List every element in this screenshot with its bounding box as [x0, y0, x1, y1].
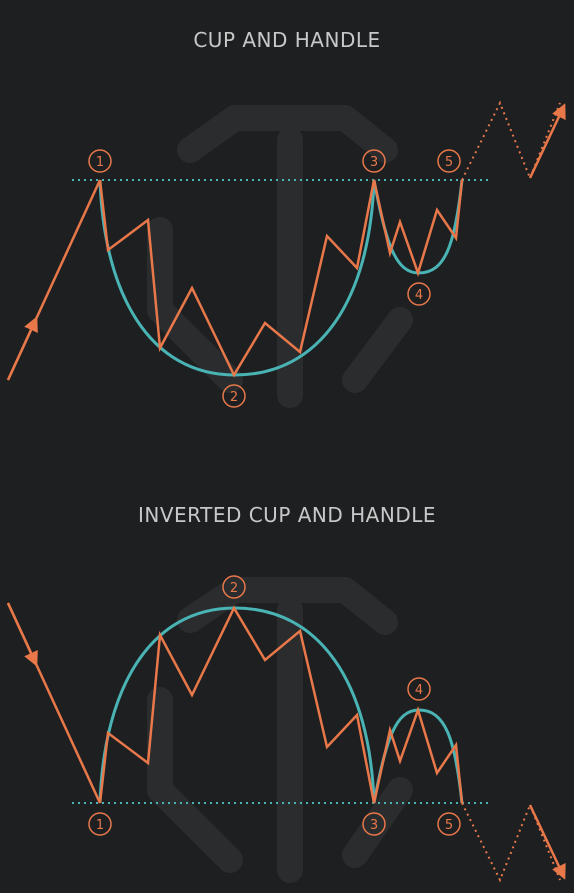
point-marker-1: 1	[88, 149, 112, 173]
svg-text:3: 3	[370, 155, 378, 170]
svg-text:5: 5	[445, 155, 453, 170]
breakdown-path	[461, 802, 561, 883]
uptrend-arrow-head	[6, 316, 38, 381]
point-marker-2: 2	[222, 384, 246, 408]
cup-and-handle-title: CUP AND HANDLE	[193, 28, 381, 52]
svg-text:1: 1	[96, 155, 104, 170]
breakdown-arrow	[528, 804, 566, 880]
svg-text:3: 3	[370, 818, 378, 833]
svg-text:2: 2	[230, 581, 238, 596]
inverted-point-marker-5: 5	[437, 812, 461, 836]
watermark-logo-top	[147, 105, 413, 408]
watermark-logo-bottom	[147, 577, 413, 883]
point-marker-3: 3	[362, 149, 386, 173]
breakout-path	[461, 100, 561, 181]
price-line	[98, 179, 464, 378]
point-marker-4: 4	[407, 282, 431, 306]
inverted-point-marker-1: 1	[88, 812, 112, 836]
svg-text:1: 1	[96, 818, 104, 833]
point-marker-5: 5	[437, 149, 461, 173]
cup-curve	[98, 179, 376, 377]
breakout-arrow	[528, 103, 566, 179]
inverted-cup-and-handle-title: INVERTED CUP AND HANDLE	[137, 503, 436, 527]
inverted-price-line	[98, 605, 464, 804]
svg-text:4: 4	[415, 683, 423, 698]
inverted-point-marker-4: 4	[407, 677, 431, 701]
inverted-point-marker-2: 2	[222, 575, 246, 599]
svg-text:5: 5	[445, 818, 453, 833]
svg-text:4: 4	[415, 288, 423, 303]
inverted-point-marker-3: 3	[362, 812, 386, 836]
inverted-cup-curve	[98, 606, 376, 804]
downtrend-arrow-head	[6, 602, 38, 667]
svg-text:2: 2	[230, 390, 238, 405]
